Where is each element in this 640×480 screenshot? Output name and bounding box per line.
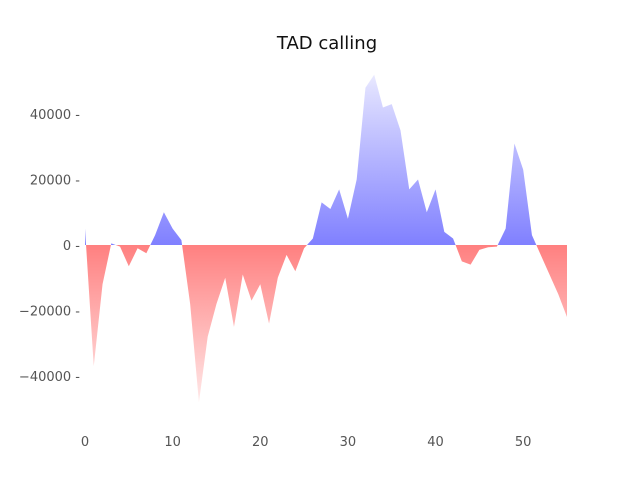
y-tick-label: 0 -: [63, 239, 80, 254]
x-tick-label: 0: [81, 435, 89, 450]
x-tick-label: 30: [340, 435, 357, 450]
x-tick-label: 50: [515, 435, 532, 450]
x-tick-label: 40: [427, 435, 444, 450]
x-axis: 0 10 20 30 40 50: [81, 435, 532, 450]
y-tick-label: −20000 -: [19, 305, 80, 320]
y-tick-label: 20000 -: [30, 174, 80, 189]
y-tick-label: −40000 -: [19, 370, 80, 385]
y-tick-label: 40000 -: [30, 108, 80, 123]
y-axis: −40000 - −20000 - 0 - 20000 - 40000 -: [19, 108, 80, 385]
area-layer: [85, 74, 567, 403]
x-tick-label: 20: [252, 435, 269, 450]
negative-area: [85, 245, 567, 403]
x-tick-label: 10: [164, 435, 181, 450]
chart-title: TAD calling: [276, 33, 377, 54]
positive-area: [85, 74, 567, 245]
